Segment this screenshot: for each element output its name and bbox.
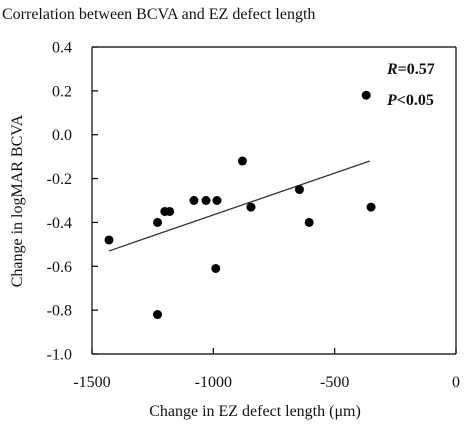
y-tick-label: 0.4 [52,40,72,57]
y-axis-label: Change in logMAR BCVA [9,114,26,287]
y-tick-label: -0.4 [47,215,72,232]
data-point [201,196,211,205]
data-point [189,196,199,205]
data-point [153,217,163,227]
plot-frame [91,46,457,355]
data-point [237,156,247,166]
x-axis-label: Change in EZ defect length (μm) [149,403,361,420]
data-point [366,202,376,212]
data-point [153,310,163,320]
data-point [304,217,314,227]
data-point [361,90,371,100]
y-tick-label: -0.6 [47,259,72,276]
r-symbol: R [386,61,398,78]
data-point [294,185,304,195]
data-point [246,202,256,212]
y-tick-label: -1.0 [47,347,72,364]
x-tick-label: -1000 [195,374,232,391]
data-point [165,206,175,216]
x-tick-label: 0 [452,374,460,391]
x-tick-label: -1500 [73,374,110,391]
y-tick-label: -0.2 [47,171,72,188]
data-points [104,90,376,320]
data-point [211,263,221,273]
r-value: =0.57 [398,61,435,78]
trendline-layer [108,160,371,252]
y-tick-label: -0.8 [47,303,72,320]
x-tick-label: -500 [320,374,349,391]
data-point [104,235,114,245]
chart-title: Correlation between BCVA and EZ defect l… [2,6,315,23]
regression-line [108,160,371,252]
p-annotation: P<0.05 [386,92,434,109]
data-point [212,196,222,205]
x-axis-ticks: -1500 -1000 -500 0 [73,348,460,391]
p-symbol: P [386,92,397,109]
y-tick-label: 0.0 [52,127,72,144]
r-annotation: R=0.57 [386,61,435,78]
p-value: <0.05 [397,92,434,109]
y-axis-ticks: 0.4 0.2 0.0 -0.2 -0.4 -0.6 -0.8 -1.0 [47,40,98,364]
y-tick-label: 0.2 [52,83,72,100]
